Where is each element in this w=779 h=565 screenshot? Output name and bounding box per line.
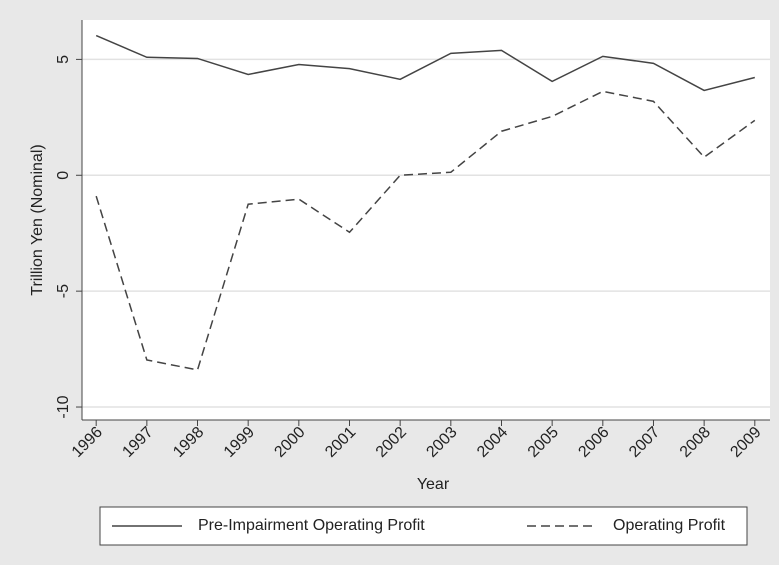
x-tick-label: 2008 (677, 424, 714, 461)
x-tick-label: 1996 (69, 424, 106, 461)
x-tick-label: 2002 (373, 424, 410, 461)
x-tick-label: 2005 (525, 424, 562, 461)
x-axis-title: Year (417, 476, 450, 493)
y-tick-label: 5 (55, 55, 72, 64)
y-tick-label: -5 (55, 284, 72, 298)
legend-label: Pre-Impairment Operating Profit (198, 517, 425, 534)
x-tick-label: 2009 (727, 424, 764, 461)
plot-area (82, 20, 770, 420)
x-tick-label: 1998 (170, 424, 207, 461)
x-tick-label: 1999 (221, 424, 258, 461)
line (95, 90, 756, 371)
x-tick-label: 2000 (271, 424, 308, 461)
x-tick-label: 2001 (322, 424, 359, 461)
x-tick-label: 2004 (474, 424, 511, 461)
legend (99, 506, 748, 546)
x-tick-label: 1997 (119, 424, 156, 461)
y-axis-title: Trillion Yen (Nominal) (29, 144, 46, 295)
x-tick-label: 2003 (423, 424, 460, 461)
x-tick-label: 2006 (575, 424, 612, 461)
y-tick-label: -10 (55, 395, 72, 418)
x-tick-label: 2007 (626, 424, 663, 461)
y-tick-label: 0 (55, 171, 72, 180)
line (95, 34, 755, 92)
legend-label: Operating Profit (613, 517, 726, 534)
